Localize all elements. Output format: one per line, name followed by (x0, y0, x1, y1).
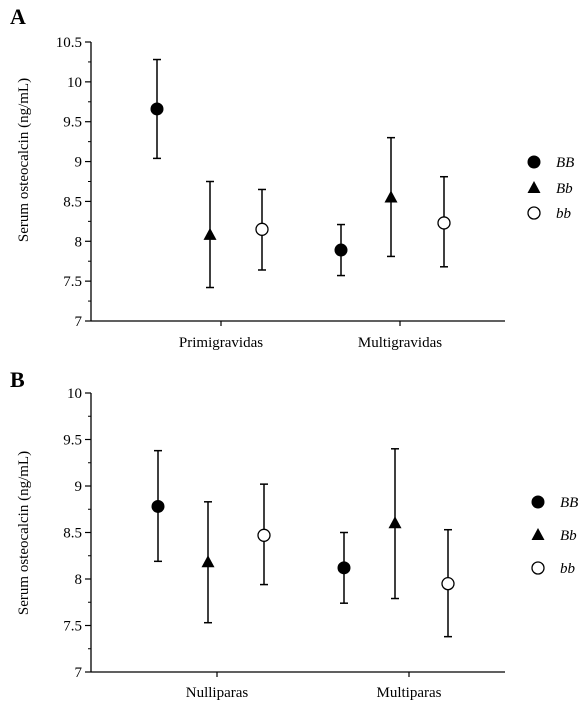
data-point-bb (256, 223, 268, 235)
panel-label: A (10, 4, 26, 29)
data-point-bb (202, 555, 215, 567)
legend-label: bb (560, 561, 576, 577)
data-point-bb (385, 190, 398, 202)
data-point-bb (335, 244, 347, 256)
y-tick-label: 10.5 (56, 35, 82, 51)
data-point-bb (442, 578, 454, 590)
legend-marker-bb (528, 207, 540, 219)
y-tick-label: 9.5 (63, 115, 82, 131)
y-tick-label: 9 (75, 155, 83, 171)
legend-marker-bb (528, 181, 541, 193)
y-tick-label: 8 (75, 234, 83, 250)
data-point-bb (258, 529, 270, 541)
y-tick-label: 8 (75, 572, 83, 588)
data-point-bb (389, 516, 402, 528)
x-category-label: Nulliparas (186, 685, 249, 701)
legend-marker-bb (528, 156, 540, 168)
legend-label: BB (560, 495, 578, 511)
legend-marker-bb (532, 528, 545, 540)
x-category-label: Multiparas (377, 685, 442, 701)
x-category-label: Multigravidas (358, 335, 442, 351)
y-tick-label: 10 (67, 75, 82, 91)
x-category-label: Primigravidas (179, 335, 263, 351)
y-tick-label: 7 (75, 314, 83, 330)
legend-label: Bb (556, 181, 573, 197)
legend-label: Bb (560, 528, 577, 544)
legend-marker-bb (532, 496, 544, 508)
y-axis-label: Serum osteocalcin (ng/mL) (16, 451, 32, 615)
data-point-bb (338, 562, 350, 574)
y-tick-label: 9.5 (63, 433, 82, 449)
data-point-bb (204, 228, 217, 240)
y-tick-label: 8.5 (63, 526, 82, 542)
y-tick-label: 7 (75, 665, 83, 681)
y-tick-label: 7.5 (63, 274, 82, 290)
legend-label: BB (556, 155, 574, 171)
y-tick-label: 7.5 (63, 619, 82, 635)
data-point-bb (151, 103, 163, 115)
y-tick-label: 9 (75, 479, 83, 495)
data-point-bb (152, 500, 164, 512)
panel-label: B (10, 367, 25, 392)
legend-label: bb (556, 206, 572, 222)
chart-panel-b: B 7 7.5 8 8.5 9 9.5 10 Serum osteocalcin (ng/mL)… (10, 367, 578, 701)
y-tick-label: 10 (67, 386, 82, 402)
legend-marker-bb (532, 562, 544, 574)
chart-panel-a: A 7 7.5 8 8.5 9 9.5 10 10.5 Serum osteocalcin (ng… (10, 4, 574, 351)
y-axis-label: Serum osteocalcin (ng/mL) (16, 78, 32, 242)
y-tick-label: 8.5 (63, 194, 82, 210)
data-point-bb (438, 217, 450, 229)
